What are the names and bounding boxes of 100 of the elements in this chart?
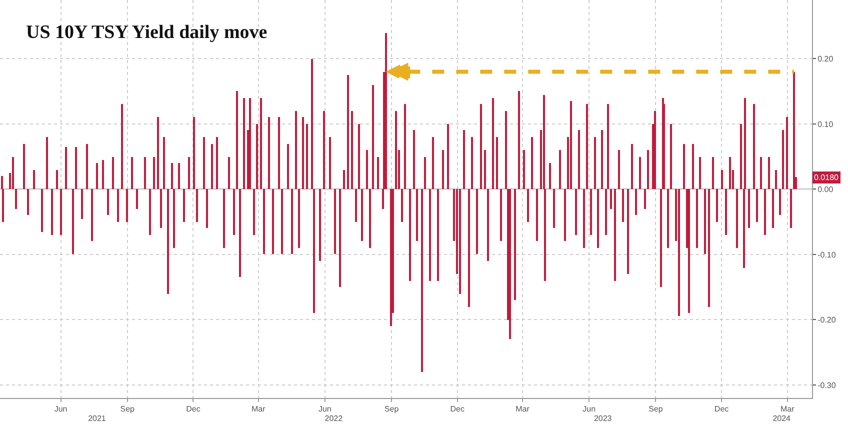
bar [366, 150, 368, 189]
bar [173, 189, 175, 248]
bar [413, 130, 415, 189]
bar [260, 98, 262, 189]
bar [369, 189, 371, 248]
bar [786, 117, 788, 189]
bar [716, 189, 718, 222]
bar [233, 189, 235, 235]
bar [178, 163, 180, 189]
bar [239, 189, 241, 277]
annotation: 0.0180 [814, 173, 840, 182]
bar [505, 111, 507, 189]
y-tick-label: -0.30 [818, 380, 836, 390]
bar [575, 189, 577, 235]
y-tick-label: -0.10 [818, 250, 836, 260]
bar [117, 189, 119, 222]
bar [339, 189, 341, 287]
bar [570, 101, 572, 189]
bar [306, 124, 308, 189]
bar [748, 189, 750, 228]
bar [358, 124, 360, 189]
x-tick-label: Sep [648, 404, 664, 414]
x2-tick-label: 2021 [88, 414, 106, 423]
x-tick-label: Mar [251, 404, 266, 414]
bar [476, 189, 478, 254]
bar [23, 144, 25, 189]
bar [86, 144, 88, 189]
bar [206, 189, 208, 228]
bar [291, 189, 293, 254]
bar [144, 157, 146, 189]
bar [601, 130, 603, 189]
bar [281, 189, 283, 254]
bar [377, 157, 379, 189]
bar [463, 130, 465, 189]
bar [432, 137, 434, 189]
x-tick-label: Mar [780, 404, 795, 414]
bar [334, 189, 336, 254]
bar [216, 137, 218, 189]
bar [15, 189, 17, 209]
bar [667, 189, 669, 248]
bar [211, 144, 213, 189]
bar [559, 150, 561, 189]
bar [243, 98, 245, 189]
bar [586, 104, 588, 189]
bar [102, 160, 104, 189]
bar [597, 189, 599, 248]
bar [203, 137, 205, 189]
bar [480, 104, 482, 189]
bar [487, 189, 489, 261]
bar [311, 59, 313, 189]
bar [484, 150, 486, 189]
bar [385, 33, 387, 189]
bar [708, 189, 710, 307]
x2-tick-label: 2023 [594, 414, 612, 423]
bar [725, 189, 727, 235]
bar [564, 189, 566, 241]
bar [590, 189, 592, 235]
bar [27, 189, 29, 215]
bar [631, 144, 633, 189]
bar [622, 189, 624, 222]
bar [683, 144, 685, 189]
bar [699, 157, 701, 189]
bar [523, 150, 525, 189]
bar [121, 104, 123, 189]
bar [157, 117, 159, 189]
bar [395, 111, 397, 189]
bar [33, 170, 35, 189]
bar [514, 189, 516, 300]
bar [12, 157, 14, 189]
bar [223, 189, 225, 248]
x-tick-label: Dec [450, 404, 464, 414]
bar [131, 157, 133, 189]
bar [782, 130, 784, 189]
bar [298, 189, 300, 248]
bar [390, 189, 392, 326]
bar [424, 157, 426, 189]
bar [760, 157, 762, 189]
bar [196, 189, 198, 222]
bar [287, 144, 289, 189]
bar [91, 189, 93, 241]
bar [302, 117, 304, 189]
bar [610, 189, 612, 209]
bar [136, 189, 138, 209]
bar [692, 144, 694, 189]
y-tick-label: 0.10 [818, 120, 834, 129]
bar [471, 137, 473, 189]
bar [753, 104, 755, 189]
bar [447, 124, 449, 189]
bar [594, 137, 596, 189]
x2-tick-label: 2024 [772, 414, 792, 423]
bar [149, 189, 151, 235]
bar [492, 98, 494, 189]
bar [404, 104, 406, 189]
bar [429, 189, 431, 281]
bar [256, 124, 258, 189]
bar [372, 85, 374, 189]
bar [696, 189, 698, 248]
bar [167, 189, 169, 294]
bar [253, 189, 255, 235]
bar [75, 147, 77, 189]
